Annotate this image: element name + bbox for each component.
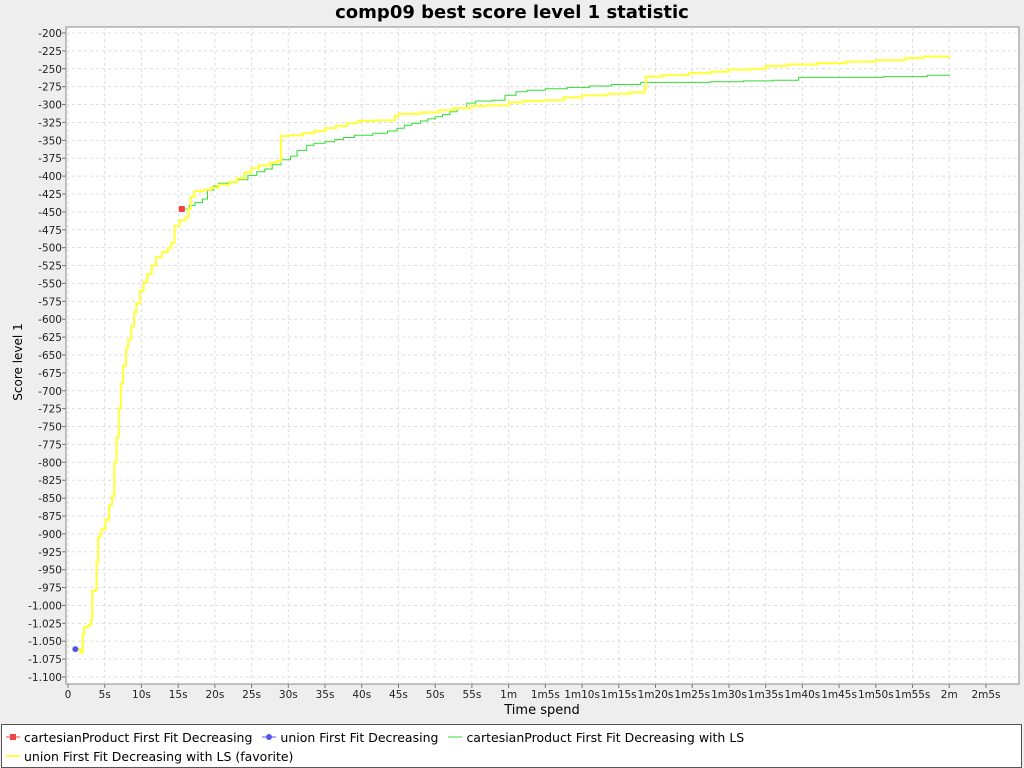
y-tick-label: -200	[38, 28, 62, 40]
x-tick-label: 2m	[941, 689, 958, 701]
y-tick-label: -600	[38, 314, 62, 326]
series-line-union-ffd-ls	[75, 55, 951, 654]
y-tick-label: -225	[38, 46, 62, 58]
y-tick-label: -375	[38, 153, 62, 165]
y-tick-label: -525	[38, 261, 62, 273]
x-tick-label: 1m15s	[601, 689, 637, 701]
x-tick-label: 1m25s	[674, 689, 710, 701]
y-tick-label: -1.075	[28, 654, 62, 666]
legend-line-icon	[448, 736, 463, 738]
x-tick-label: 1m10s	[564, 689, 600, 701]
x-tick-label: 40s	[352, 689, 371, 701]
x-tick-label: 1m40s	[785, 689, 821, 701]
x-tick-label: 5s	[99, 689, 111, 701]
y-tick-label: -450	[38, 207, 62, 219]
y-tick-label: -650	[38, 350, 62, 362]
legend-label: union First Fit Decreasing	[280, 729, 439, 745]
x-tick-label: 1m50s	[858, 689, 894, 701]
y-tick-label: -425	[38, 189, 62, 201]
series-line-cartesian-ffd-ls	[181, 74, 950, 210]
x-tick-label: 30s	[279, 689, 298, 701]
legend-item-union-ffd-ls: union First Fit Decreasing with LS (favo…	[6, 749, 293, 764]
series-lines	[72, 55, 951, 654]
x-tick-label: 1m35s	[748, 689, 784, 701]
legend-line-icon	[6, 755, 20, 757]
y-tick-label: -800	[38, 457, 62, 469]
x-tick-label: 25s	[242, 689, 261, 701]
point-union-ffd	[72, 646, 79, 653]
legend-item-union-ffd: union First Fit Decreasing	[262, 730, 438, 745]
y-tick-label: -850	[38, 493, 62, 505]
y-tick-label: -475	[38, 225, 62, 237]
legend-row-2: union First Fit Decreasing with LS (favo…	[2, 747, 299, 765]
legend-marker-circle-icon	[262, 734, 277, 740]
x-tick-label: 50s	[426, 689, 445, 701]
y-tick-label: -1.100	[28, 672, 62, 684]
y-tick-label: -1.050	[28, 636, 62, 648]
y-tick-label: -750	[38, 422, 62, 434]
x-tick-label: 1m55s	[895, 689, 931, 701]
y-tick-label: -950	[38, 565, 62, 577]
x-tick-label: 1m20s	[638, 689, 674, 701]
y-tick-label: -575	[38, 296, 62, 308]
y-tick-label: -500	[38, 243, 62, 255]
y-axis-label: Score level 1	[11, 323, 25, 400]
point-cartesian-ffd	[178, 206, 185, 213]
x-tick-label: 0	[65, 689, 72, 701]
y-tick-label: -1.000	[28, 600, 62, 612]
x-tick-label: 1m45s	[821, 689, 857, 701]
y-tick-label: -275	[38, 82, 62, 94]
y-tick-label: -325	[38, 117, 62, 129]
legend-item-cartesian-ffd: cartesianProduct First Fit Decreasing	[6, 730, 252, 745]
legend-label: cartesianProduct First Fit Decreasing wi…	[466, 729, 745, 745]
y-tick-label: -700	[38, 386, 62, 398]
axes: 0 5s 10s 15s 20s 25s 30s 35s 40s 45s 50s 55s 1m 1m5s 1…	[28, 28, 1000, 701]
legend-item-cartesian-ffd-ls: cartesianProduct First Fit Decreasing wi…	[448, 730, 744, 745]
legend-row-1: cartesianProduct First Fit Decreasing un…	[2, 728, 750, 746]
y-tick-label: -900	[38, 529, 62, 541]
y-tick-label: -925	[38, 547, 62, 559]
x-tick-label: 1m	[500, 689, 517, 701]
chart-title: comp09 best score level 1 statistic	[335, 2, 689, 23]
y-tick-label: -250	[38, 64, 62, 76]
plot-area: 0 5s 10s 15s 20s 25s 30s 35s 40s 45s 50s 55s 1m 1m5s 1…	[11, 26, 1020, 718]
y-tick-label: -875	[38, 511, 62, 523]
y-tick-label: -1.025	[28, 618, 62, 630]
y-tick-label: -725	[38, 404, 62, 416]
legend-label: union First Fit Decreasing with LS (favo…	[24, 748, 294, 764]
x-tick-label: 15s	[169, 689, 188, 701]
gridlines	[66, 27, 1019, 684]
y-tick-label: -550	[38, 278, 62, 290]
y-tick-label: -825	[38, 475, 62, 487]
x-tick-label: 45s	[389, 689, 408, 701]
legend-marker-square-icon	[6, 734, 20, 740]
x-tick-label: 1m5s	[531, 689, 560, 701]
y-tick-label: -675	[38, 368, 62, 380]
x-tick-label: 55s	[462, 689, 481, 701]
x-tick-label: 1m30s	[711, 689, 747, 701]
y-tick-label: -625	[38, 332, 62, 344]
y-tick-label: -775	[38, 439, 62, 451]
y-tick-label: -975	[38, 583, 62, 595]
y-tick-label: -300	[38, 100, 62, 112]
x-axis-label: Time spend	[503, 703, 579, 718]
legend: cartesianProduct First Fit Decreasing un…	[1, 724, 1022, 768]
x-tick-label: 20s	[205, 689, 224, 701]
x-tick-label: 35s	[316, 689, 335, 701]
y-tick-label: -350	[38, 135, 62, 147]
x-tick-label: 2m5s	[971, 689, 1000, 701]
y-tick-label: -400	[38, 171, 62, 183]
legend-label: cartesianProduct First Fit Decreasing	[24, 729, 253, 745]
x-tick-label: 10s	[132, 689, 151, 701]
